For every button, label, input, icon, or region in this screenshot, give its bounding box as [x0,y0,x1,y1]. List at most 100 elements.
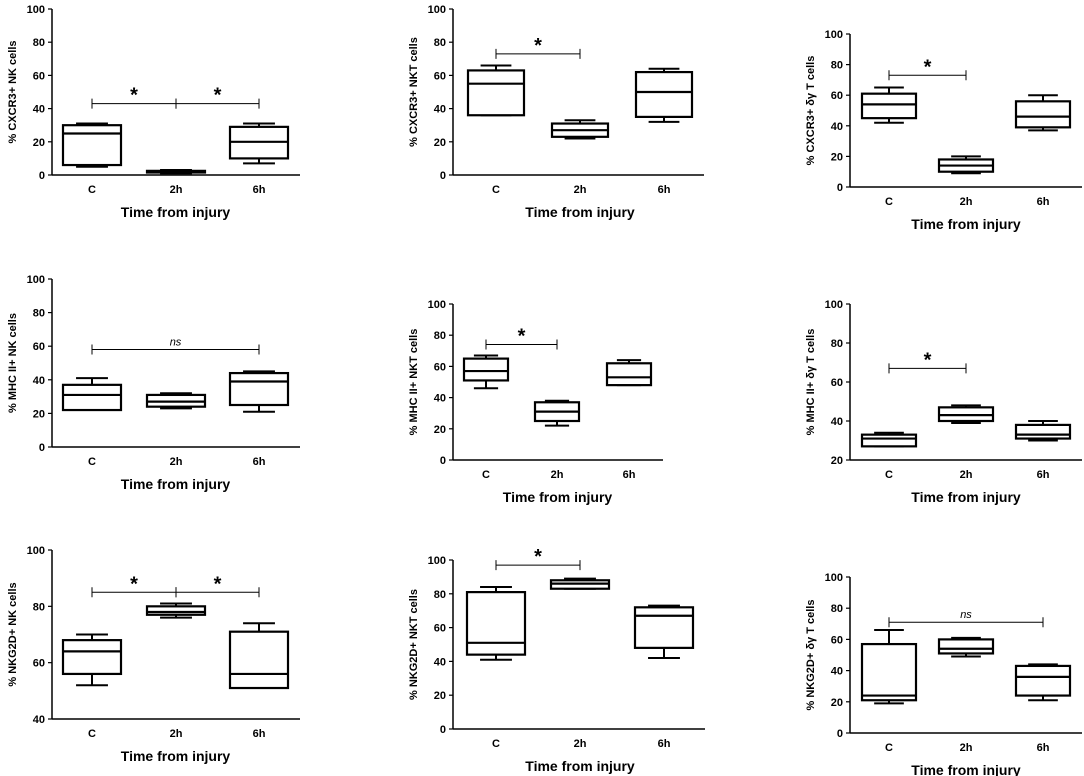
x-tick-label: 2h [574,738,587,750]
x-axis-title: Time from injury [525,204,635,220]
box-iqr [860,433,918,448]
x-tick-label: 2h [551,469,564,481]
box-iqr [61,639,123,676]
x-axis-title: Time from injury [121,476,231,492]
y-tick-label: 60 [434,70,446,82]
y-tick-label: 100 [825,572,843,584]
y-tick-label: 100 [27,4,45,16]
box-6h [605,359,653,387]
x-tick-label: 6h [623,469,636,481]
x-axis-title: Time from injury [121,204,231,220]
significance-label: * [534,35,542,57]
chart-nkg2d-nkt: 0 20 40 60 80 100 C 2h 6h Time from injury % NKG2D… [408,546,705,774]
significance-label: * [130,573,138,595]
significance-label: * [214,85,222,107]
y-axis-title: % CXCR3+ NK cells [7,40,19,143]
significance-label: ns [170,337,182,349]
box-C [466,64,526,117]
y-axis-title: % CXCR3+ δγ T cells [805,56,817,166]
y-tick-label: 60 [33,70,45,82]
significance-bracket: * [888,349,967,374]
y-axis-title: % MHC II+ NKT cells [408,329,420,436]
x-tick-label: C [885,742,893,754]
y-tick-label: 80 [434,330,446,342]
x-tick-label: C [492,184,500,196]
y-tick-label: 40 [831,416,843,428]
box-C [465,586,527,661]
box-iqr [228,630,290,690]
x-tick-label: 6h [658,184,671,196]
box-iqr [1014,100,1072,129]
box-2h [145,392,207,410]
box-2h [145,602,207,619]
x-axis-title: Time from injury [525,758,635,774]
x-tick-label: 6h [1037,196,1050,208]
significance-bracket: * [485,326,558,350]
y-tick-label: 100 [428,4,446,16]
box-iqr [145,605,207,616]
chart-nkg2d-nk: 40 60 80 100 C 2h 6h Time from injury % NKG2D+ N… [7,545,300,764]
x-tick-label: 2h [574,184,587,196]
x-axis-title: Time from injury [121,748,231,764]
box-C [61,377,123,412]
y-tick-label: 100 [428,299,446,311]
x-tick-label: 2h [960,742,973,754]
box-iqr [466,69,526,117]
y-tick-label: 0 [440,170,446,182]
box-iqr [61,383,123,412]
y-tick-label: 80 [33,37,45,49]
chart-cxcr3-nkt: 0 20 40 60 80 100 C 2h 6h Time from injury % CXCR3… [408,4,704,220]
y-axis-title: % MHC II+ δγ T cells [805,329,817,436]
y-tick-label: 60 [33,341,45,353]
y-tick-label: 40 [831,121,843,133]
y-tick-label: 60 [434,361,446,373]
y-tick-label: 100 [27,274,45,286]
y-tick-label: 20 [434,690,446,702]
y-tick-label: 80 [434,589,446,601]
box-2h [937,155,995,175]
y-axis-title: % NKG2D+ δγ T cells [805,600,817,711]
x-tick-label: 2h [170,184,183,196]
box-iqr [605,362,653,387]
significance-bracket: * [888,56,967,81]
box-2h [550,119,610,140]
y-tick-label: 20 [434,424,446,436]
box-6h [634,67,694,123]
box-2h [937,404,995,424]
y-tick-label: 80 [33,308,45,320]
x-tick-label: 6h [658,738,671,750]
box-6h [633,604,695,660]
chart-mhcii-nk: 0 20 40 60 80 100 C 2h 6h Time from injury % MHC I… [7,274,300,492]
y-tick-label: 40 [831,666,843,678]
y-tick-label: 20 [831,697,843,709]
y-axis-title: % MHC II+ NK cells [7,313,19,413]
y-tick-label: 100 [825,29,843,41]
chart-cxcr3-gdt: 0 20 40 60 80 100 C 2h 6h Time from injury % CXCR3… [805,29,1082,232]
significance-bracket: * [495,35,581,59]
box-6h [228,370,290,413]
x-tick-label: C [482,469,490,481]
x-tick-label: 2h [960,469,973,481]
significance-bracket: * [495,546,581,571]
x-tick-label: 6h [1037,469,1050,481]
x-tick-label: 6h [253,456,266,468]
box-iqr [462,357,510,382]
box-iqr [1014,664,1072,697]
box-C [860,86,918,124]
box-2h [549,577,611,590]
x-axis-title: Time from injury [911,762,1021,776]
y-tick-label: 80 [33,601,45,613]
box-6h [228,622,290,690]
significance-label: ns [960,609,972,621]
chart-nkg2d-gdt: 0 20 40 60 80 100 C 2h 6h Time from injury % NKG2D… [805,572,1082,776]
box-6h [1014,663,1072,702]
x-tick-label: 6h [1037,742,1050,754]
box-C [61,633,123,687]
box-iqr [633,606,695,649]
significance-label: * [130,85,138,107]
significance-bracket: * [175,85,260,109]
x-axis-title: Time from injury [911,216,1021,232]
box-iqr [860,642,918,702]
x-tick-label: C [88,184,96,196]
